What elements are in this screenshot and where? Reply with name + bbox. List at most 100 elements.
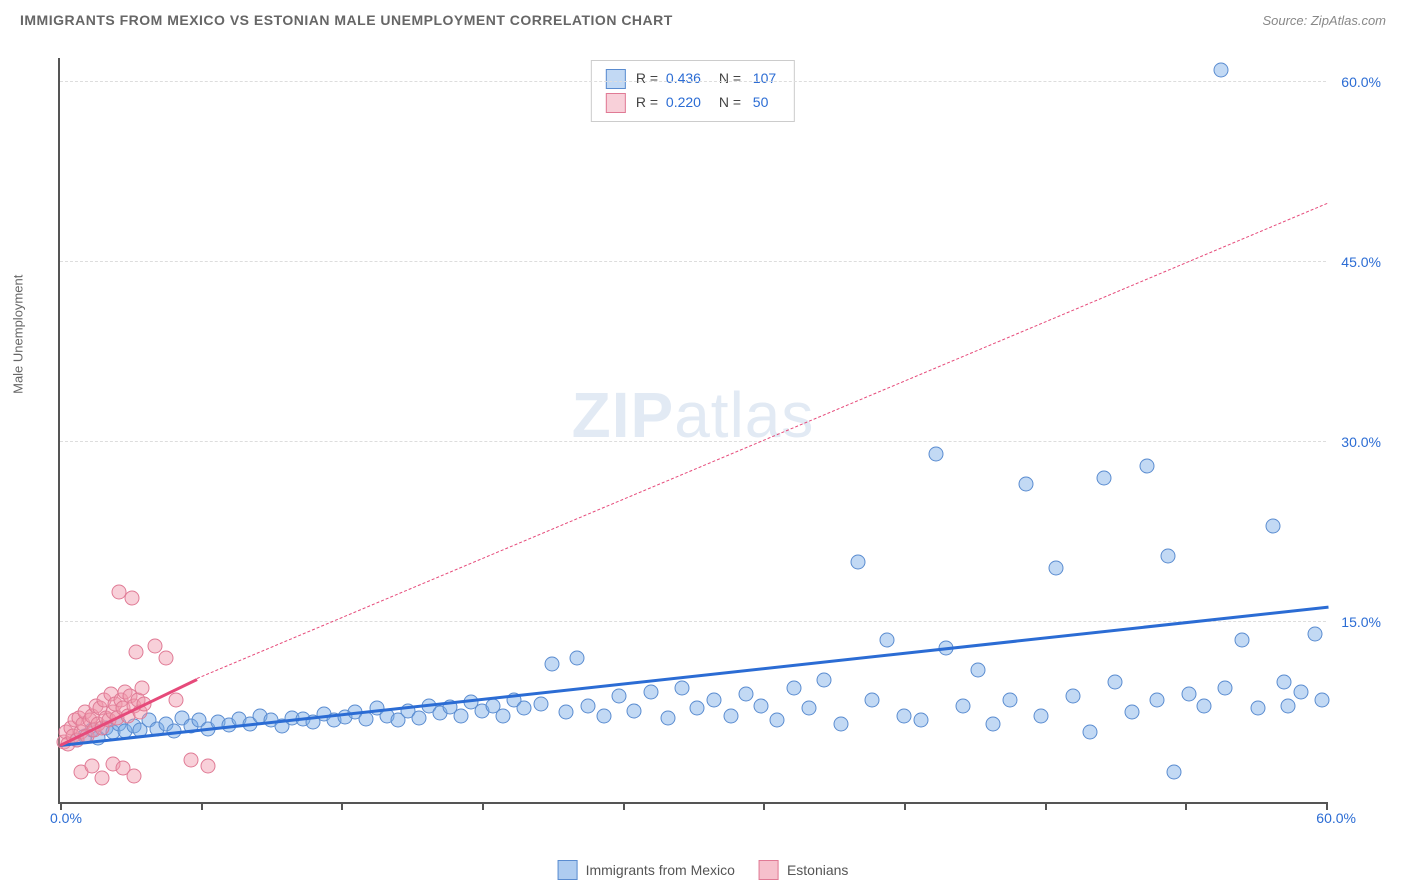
data-point	[1293, 684, 1308, 699]
x-tick	[1045, 802, 1047, 810]
data-point	[496, 708, 511, 723]
data-point	[816, 672, 831, 687]
data-point	[544, 657, 559, 672]
plot-region: ZIPatlas R = 0.436 N = 107R = 0.220 N = …	[58, 58, 1326, 804]
data-point	[753, 699, 768, 714]
legend-item: Immigrants from Mexico	[558, 860, 735, 880]
legend-row: R = 0.220 N = 50	[606, 91, 780, 115]
x-tick	[1326, 802, 1328, 810]
data-point	[770, 713, 785, 728]
legend-r-label: R = 0.220	[636, 91, 705, 115]
data-point	[1213, 63, 1228, 78]
data-point	[1314, 693, 1329, 708]
data-point	[200, 759, 215, 774]
gridline	[60, 81, 1326, 82]
data-point	[569, 651, 584, 666]
data-point	[95, 771, 110, 786]
legend-r-value: 0.220	[666, 94, 701, 110]
legend-label: Immigrants from Mexico	[586, 862, 735, 878]
data-point	[675, 681, 690, 696]
data-point	[1097, 471, 1112, 486]
x-max-label: 60.0%	[1316, 810, 1356, 826]
legend-row: R = 0.436 N = 107	[606, 67, 780, 91]
data-point	[1124, 705, 1139, 720]
data-point	[865, 693, 880, 708]
data-point	[643, 684, 658, 699]
data-point	[559, 705, 574, 720]
data-point	[787, 681, 802, 696]
y-tick-label: 45.0%	[1341, 254, 1381, 270]
x-origin-label: 0.0%	[50, 810, 82, 826]
data-point	[1108, 675, 1123, 690]
data-point	[1251, 701, 1266, 716]
x-tick	[201, 802, 203, 810]
data-point	[124, 591, 139, 606]
chart-header: IMMIGRANTS FROM MEXICO VS ESTONIAN MALE …	[0, 0, 1406, 36]
data-point	[1167, 765, 1182, 780]
legend-n-label: N = 107	[715, 67, 780, 91]
legend-swatch	[606, 69, 626, 89]
data-point	[597, 708, 612, 723]
data-point	[517, 701, 532, 716]
source-label: Source: ZipAtlas.com	[1262, 13, 1386, 28]
legend-n-value: 50	[749, 94, 768, 110]
data-point	[1196, 699, 1211, 714]
series-legend: Immigrants from Mexico Estonians	[558, 860, 849, 880]
gridline	[60, 261, 1326, 262]
data-point	[1019, 477, 1034, 492]
data-point	[1281, 699, 1296, 714]
data-point	[612, 689, 627, 704]
legend-r-label: R = 0.436	[636, 67, 705, 91]
data-point	[1139, 459, 1154, 474]
x-tick	[482, 802, 484, 810]
data-point	[1234, 633, 1249, 648]
data-point	[723, 708, 738, 723]
x-tick	[60, 802, 62, 810]
data-point	[985, 717, 1000, 732]
data-point	[411, 711, 426, 726]
data-point	[158, 651, 173, 666]
data-point	[453, 708, 468, 723]
data-point	[1308, 627, 1323, 642]
data-point	[183, 753, 198, 768]
data-point	[928, 447, 943, 462]
legend-swatch	[606, 93, 626, 113]
legend-swatch	[558, 860, 578, 880]
gridline	[60, 441, 1326, 442]
legend-item: Estonians	[759, 860, 848, 880]
legend-n-value: 107	[749, 70, 776, 86]
data-point	[1082, 725, 1097, 740]
x-tick	[341, 802, 343, 810]
x-tick	[1185, 802, 1187, 810]
x-tick	[763, 802, 765, 810]
legend-swatch	[759, 860, 779, 880]
y-tick-label: 15.0%	[1341, 614, 1381, 630]
trend-line	[60, 605, 1328, 746]
data-point	[690, 701, 705, 716]
data-point	[1160, 549, 1175, 564]
data-point	[1150, 693, 1165, 708]
data-point	[738, 687, 753, 702]
chart-area: Male Unemployment ZIPatlas R = 0.436 N =…	[48, 48, 1386, 844]
gridline	[60, 621, 1326, 622]
data-point	[707, 693, 722, 708]
data-point	[880, 633, 895, 648]
data-point	[128, 645, 143, 660]
data-point	[913, 713, 928, 728]
data-point	[1266, 519, 1281, 534]
data-point	[833, 717, 848, 732]
data-point	[802, 701, 817, 716]
data-point	[1276, 675, 1291, 690]
data-point	[970, 663, 985, 678]
data-point	[126, 768, 141, 783]
y-tick-label: 60.0%	[1341, 74, 1381, 90]
data-point	[1048, 561, 1063, 576]
data-point	[956, 699, 971, 714]
legend-label: Estonians	[787, 862, 848, 878]
data-point	[169, 693, 184, 708]
data-point	[660, 711, 675, 726]
x-tick	[904, 802, 906, 810]
data-point	[1181, 687, 1196, 702]
data-point	[1034, 708, 1049, 723]
chart-title: IMMIGRANTS FROM MEXICO VS ESTONIAN MALE …	[20, 12, 673, 28]
